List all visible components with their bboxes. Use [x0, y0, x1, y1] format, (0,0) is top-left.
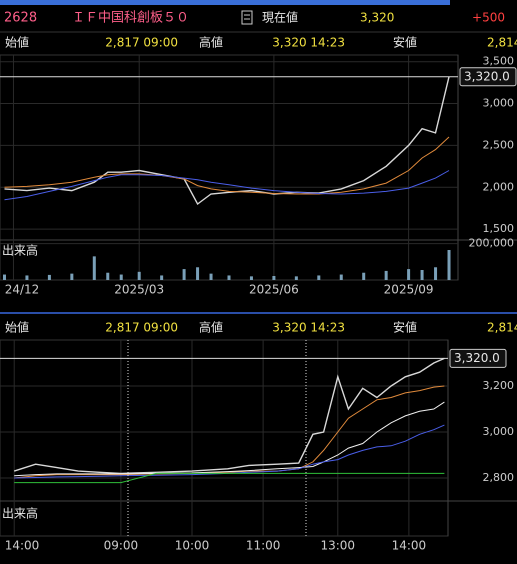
- x-tick-label: 14:00: [392, 539, 427, 553]
- volume-bar: [227, 275, 231, 280]
- price-line: [4, 170, 450, 201]
- volume-bar: [249, 276, 253, 280]
- volume-bar: [294, 276, 298, 280]
- last-price-label: 3,320.0: [464, 69, 510, 83]
- x-tick-label: 24/12: [5, 283, 40, 297]
- volume-bar: [182, 269, 186, 280]
- low-label: 安値: [393, 320, 417, 335]
- volume-bar: [160, 275, 164, 280]
- volume-bar: [407, 269, 411, 280]
- price-line: [14, 472, 445, 484]
- open-label: 始値: [5, 35, 29, 50]
- volume-bar: [339, 274, 343, 280]
- x-tick-label: 14:00: [5, 539, 40, 553]
- change: +500: [472, 11, 505, 25]
- volume-label: 出来高: [2, 506, 38, 521]
- last-price-box: [459, 67, 517, 87]
- volume-bar: [119, 274, 123, 280]
- low: 2,814: [487, 36, 517, 50]
- open: 2,817 09:00: [105, 321, 178, 335]
- y-tick-label: 3,000: [483, 97, 515, 110]
- x-tick-label: 2025/09: [384, 283, 434, 297]
- volume-bar: [106, 272, 110, 280]
- x-tick-label: 09:00: [104, 539, 139, 553]
- volume-bar: [447, 250, 451, 280]
- volume-bar: [209, 273, 213, 280]
- price-line: [13, 357, 445, 475]
- price: 3,320: [360, 11, 394, 25]
- price-line: [4, 136, 450, 195]
- volume-bar: [2, 274, 6, 280]
- x-tick-label: 2025/06: [249, 283, 299, 297]
- price-line: [4, 76, 450, 206]
- volume-bar: [420, 270, 424, 280]
- price-line: [14, 424, 445, 479]
- high: 3,320 14:23: [272, 321, 345, 335]
- low-label: 安値: [393, 35, 417, 50]
- volume-label: 出来高: [2, 243, 38, 258]
- volume-bar: [25, 275, 29, 280]
- price-line: [14, 401, 445, 477]
- name: ＩＦ中国科創板５０: [72, 11, 189, 26]
- volume-bar: [70, 273, 74, 280]
- volume-bar: [317, 275, 321, 280]
- x-tick-label: 2025/03: [114, 283, 164, 297]
- volume-bar: [362, 272, 366, 280]
- low: 2,814: [487, 321, 517, 335]
- y-tick-label: 1,500: [483, 222, 515, 235]
- volume-bar: [92, 256, 96, 280]
- high: 3,320 14:23: [272, 36, 345, 50]
- volume-bar: [272, 276, 276, 280]
- volume-bar: [384, 270, 388, 280]
- price-label: 現在値: [262, 10, 298, 25]
- y-tick-label: 3,200: [483, 379, 515, 392]
- x-tick-label: 10:00: [175, 539, 210, 553]
- y-tick-label: 2,800: [483, 471, 515, 484]
- volume-bar: [47, 274, 51, 280]
- x-tick-label: 11:00: [246, 539, 281, 553]
- high-label: 高値: [199, 35, 223, 50]
- volume-bar: [137, 271, 141, 280]
- y-tick-label: 2,000: [483, 180, 515, 193]
- y-tick-label: 2,500: [483, 138, 515, 151]
- x-tick-label: 13:00: [320, 539, 355, 553]
- high-label: 高値: [199, 320, 223, 335]
- y-tick-label: 3,000: [483, 425, 515, 438]
- last-price-box: [449, 348, 507, 368]
- last-price-label: 3,320.0: [454, 351, 500, 365]
- open: 2,817 09:00: [105, 36, 178, 50]
- code: 2628: [4, 11, 37, 26]
- volume-tick-label: 200,000: [469, 237, 515, 250]
- volume-bar: [196, 267, 200, 280]
- open-label: 始値: [5, 320, 29, 335]
- volume-bar: [434, 267, 438, 280]
- y-tick-label: 3,500: [483, 55, 515, 68]
